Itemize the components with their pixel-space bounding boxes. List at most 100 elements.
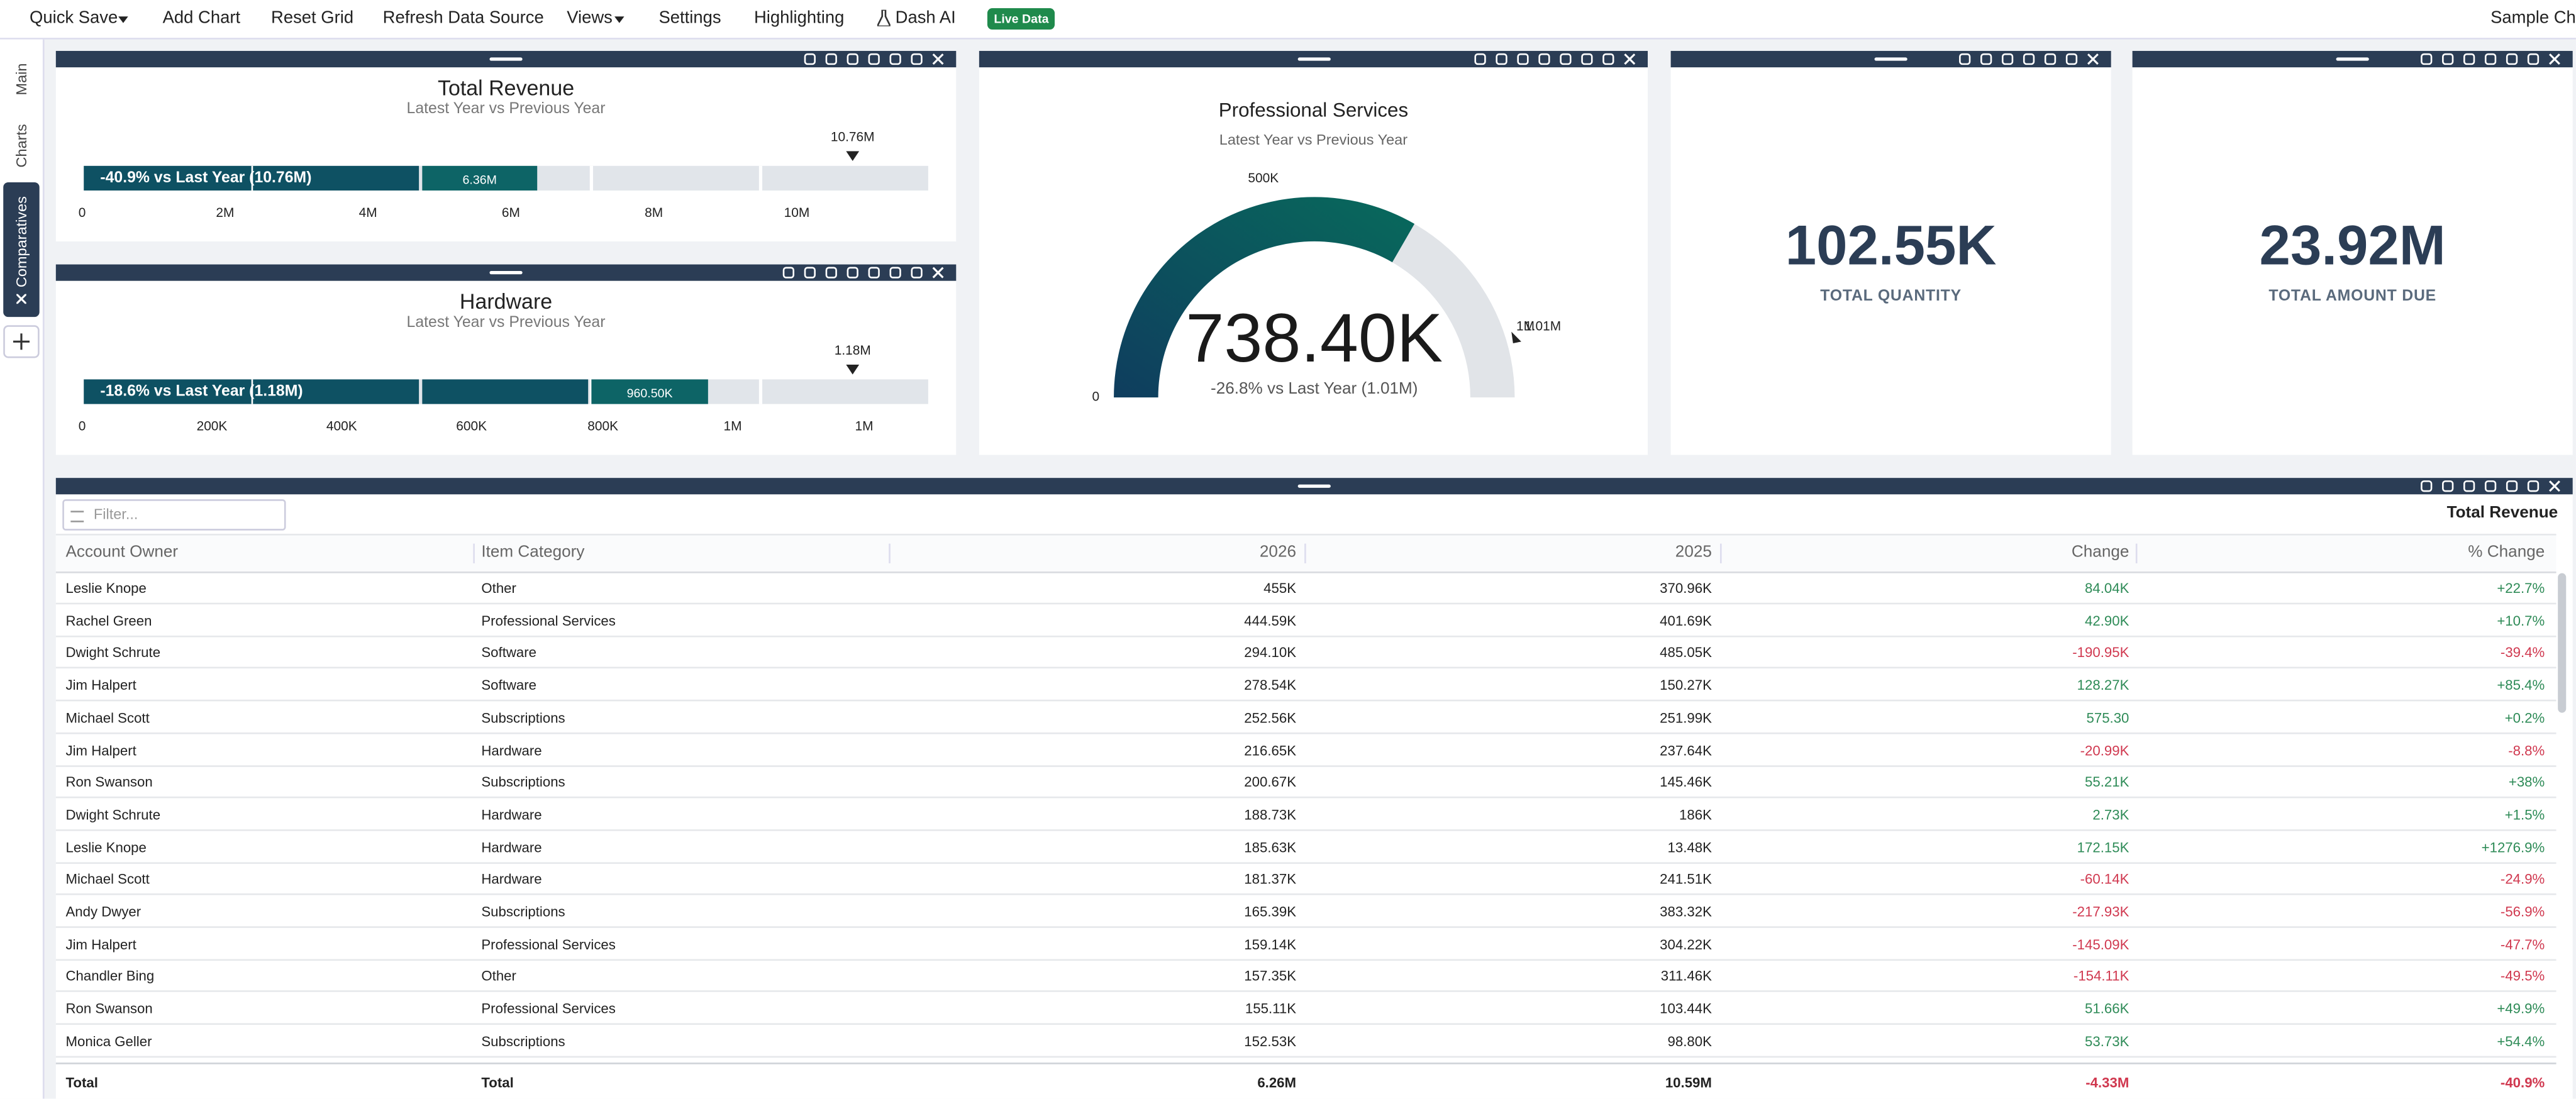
axis-tick-label: 8M <box>645 205 663 221</box>
close-icon <box>932 53 944 65</box>
total-cell: -40.9% <box>2500 1074 2545 1091</box>
table-row: Leslie Knope Hardware 185.63K 13.48K 172.15K… <box>55 829 2557 863</box>
column-divider <box>889 543 891 563</box>
menu-item[interactable]: Quick Save <box>30 8 118 28</box>
table-cell: Michael Scott <box>65 709 150 726</box>
table-cell: Subscriptions <box>481 903 565 920</box>
table-cell: Jim Halpert <box>65 677 136 693</box>
bar-segment <box>591 379 708 404</box>
menu-item[interactable]: Settings <box>658 8 721 28</box>
table-cell: -8.8% <box>2508 741 2545 758</box>
tab[interactable]: Comparatives <box>13 196 30 288</box>
panel-icon <box>911 53 923 65</box>
chart-subtitle: Latest Year vs Previous Year <box>1219 131 1408 148</box>
menu-item[interactable]: Add Chart <box>162 8 241 28</box>
table-cell: -56.9% <box>2500 903 2545 920</box>
menu-item[interactable]: Refresh Data Source <box>382 8 544 28</box>
chart-subtitle: Latest Year vs Previous Year <box>406 313 606 332</box>
panel-icon <box>2065 53 2078 65</box>
table-row: Andy Dwyer Subscriptions 165.39K 383.32K -21… <box>55 893 2557 928</box>
column-header: Change <box>2071 543 2129 562</box>
panel: 23.92M TOTAL AMOUNT DUE <box>2132 50 2573 455</box>
gauge-value-text: 738.40K <box>1185 300 1443 377</box>
panel-icons <box>804 53 944 65</box>
active-tab[interactable]: Comparatives <box>3 182 40 318</box>
live-badge: Live Data <box>987 8 1055 30</box>
mid-label: 500K <box>1248 171 1279 185</box>
table-row: Ron Swanson Subscriptions 200.67K 145.46K 55… <box>55 764 2557 799</box>
track-divider <box>758 165 763 191</box>
table-cell: Professional Services <box>481 1000 616 1017</box>
table-cell: 157.35K <box>1244 968 1297 985</box>
kpi-label: TOTAL AMOUNT DUE <box>2268 287 2437 306</box>
chart-title: Total Revenue <box>437 75 575 101</box>
segment-label: 6.36M <box>462 172 497 187</box>
column-header: Account Owner <box>65 543 179 562</box>
axis-tick-label: 0 <box>78 205 86 221</box>
drag-handle <box>1874 57 1907 61</box>
add-tab[interactable] <box>3 325 40 358</box>
track-divider <box>589 165 594 191</box>
panel-icon <box>2527 480 2540 492</box>
axis-tick-label: 200K <box>196 419 228 434</box>
comparison-line <box>251 165 253 191</box>
close-icon[interactable] <box>16 294 26 304</box>
table-cell: Subscriptions <box>481 1032 565 1049</box>
gauge-value <box>1114 197 1415 398</box>
panel-icon <box>1602 53 1614 65</box>
bar-label: -40.9% vs Last Year (10.76M) <box>100 169 312 187</box>
panel-icon <box>2023 53 2035 65</box>
panel-icon <box>2442 53 2454 65</box>
panel: Hardware Latest Year vs Previous Year -18.… <box>55 264 957 455</box>
menu-item[interactable]: Highlighting <box>753 8 845 28</box>
column-header: 2026 <box>1259 543 1297 562</box>
marker-label: 10.76M <box>830 130 875 145</box>
gauge: 500K 0 1M1.01M 738.40K-26.8% vs Last Year (… <box>1092 171 1562 404</box>
bar-segment <box>422 379 589 404</box>
menu-item[interactable]: Reset Grid <box>271 8 354 28</box>
table-cell: -49.5% <box>2500 968 2545 985</box>
menu-item[interactable]: Views <box>567 8 613 28</box>
table-cell: -217.93K <box>2072 903 2129 920</box>
panel-header <box>1670 50 2111 68</box>
table-cell: 145.46K <box>1660 773 1712 790</box>
axis-tick-label: 10M <box>784 205 810 221</box>
table-cell: 84.04K <box>2085 580 2129 597</box>
tab[interactable]: Main <box>13 63 30 96</box>
total-row: Total Total 6.26M 10.59M -4.33M -40.9% <box>55 1063 2557 1097</box>
table-cell: 159.14K <box>1244 936 1297 953</box>
column-divider <box>2135 543 2138 563</box>
column-divider <box>1719 543 1722 563</box>
table-cell: +54.4% <box>2497 1032 2545 1049</box>
table-cell: 455K <box>1263 580 1297 597</box>
panel-icons <box>2421 53 2560 65</box>
table-cell: +10.7% <box>2497 612 2545 629</box>
table-cell: Hardware <box>481 741 542 758</box>
axis-tick-label: 6M <box>501 205 520 221</box>
panel-icon <box>889 53 901 65</box>
tab[interactable]: Charts <box>13 124 30 168</box>
table-cell: Other <box>481 580 516 597</box>
table-cell: 186K <box>1679 806 1712 823</box>
table-cell: 53.73K <box>2085 1032 2129 1049</box>
table-cell: Rachel Green <box>65 612 152 629</box>
kpi-value: 102.55K <box>1785 215 1997 278</box>
kpi-value: 23.92M <box>2259 215 2446 278</box>
menu-item[interactable]: Sample Cha <box>2490 8 2576 28</box>
table-row: Jim Halpert Software 278.54K 150.27K 128.27K… <box>55 667 2557 702</box>
column-header: 2025 <box>1675 543 1712 562</box>
filter-input: Filter... <box>62 499 286 531</box>
column-header: % Change <box>2468 543 2545 562</box>
sidebar: Main Charts Comparatives <box>0 39 45 1099</box>
plus-icon <box>13 333 30 350</box>
table-cell: -47.7% <box>2500 936 2545 953</box>
table-cell: Andy Dwyer <box>65 903 142 920</box>
marker-label: 1.01M <box>1524 319 1561 333</box>
panel-icon <box>1980 53 1992 65</box>
panel-header <box>55 478 2573 495</box>
panel: Total Revenue Latest Year vs Previous Yea… <box>55 50 957 241</box>
comparison: -26.8% vs Last Year (1.01M) <box>1211 378 1418 397</box>
table-row: Rachel Green Professional Services 444.59K… <box>55 602 2557 637</box>
menu-item[interactable]: Dash AI <box>895 8 956 28</box>
